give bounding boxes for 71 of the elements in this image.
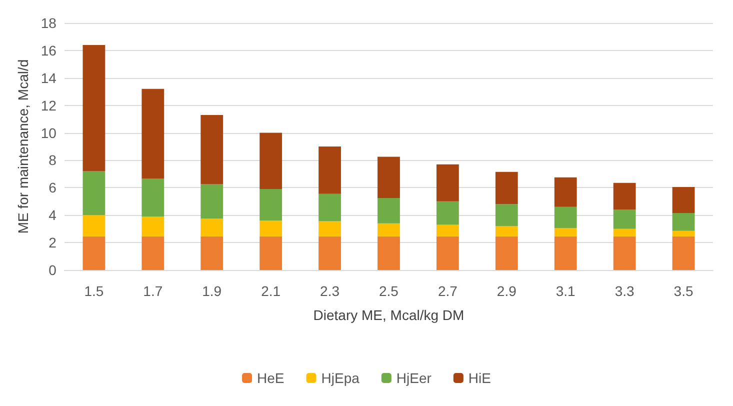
bar — [613, 228, 636, 236]
x-tick-label: 2.3 — [320, 283, 340, 299]
bar — [495, 226, 518, 236]
bar — [672, 230, 695, 236]
x-tick-label: 1.7 — [143, 283, 163, 299]
y-axis-title: ME for maintenance, Mcal/d — [15, 59, 31, 234]
bar — [436, 201, 459, 225]
y-tick-label: 0 — [48, 262, 57, 278]
legend-label: HjEpa — [321, 370, 360, 386]
y-tick-label: 8 — [48, 152, 57, 168]
y-tick-label: 2 — [48, 234, 57, 251]
y-tick-label: 4 — [48, 207, 57, 224]
bar — [436, 224, 459, 236]
bar — [495, 172, 518, 204]
bar — [82, 215, 106, 236]
bar — [82, 236, 106, 270]
bar — [82, 44, 106, 172]
x-axis-title: Dietary ME, Mcal/kg DM — [313, 307, 464, 323]
x-tick-label: 2.1 — [261, 283, 281, 299]
bar — [200, 184, 224, 219]
bar — [200, 236, 224, 270]
bar — [318, 194, 341, 222]
x-tick-label: 3.1 — [556, 283, 576, 299]
x-tick-label: 3.5 — [674, 283, 694, 299]
bar — [495, 236, 518, 270]
bar — [142, 216, 164, 236]
bar — [142, 236, 164, 270]
bar — [260, 189, 282, 221]
bar — [200, 218, 224, 236]
bar — [613, 182, 636, 210]
y-tick-label: 14 — [40, 70, 57, 86]
bar — [260, 132, 282, 190]
y-tick-label: 18 — [40, 15, 57, 31]
x-tick-label: 2.9 — [496, 283, 517, 299]
bar — [200, 114, 224, 184]
y-tick-label: 10 — [40, 124, 57, 141]
bar — [142, 88, 164, 179]
x-tick-label: 1.9 — [202, 283, 222, 299]
y-tick-label: 16 — [40, 42, 57, 58]
x-tick-label: 2.7 — [438, 283, 458, 299]
bar — [260, 236, 282, 270]
bar — [554, 206, 577, 228]
legend-label: HeE — [257, 370, 284, 386]
y-tick-label: 12 — [40, 97, 57, 114]
bar — [436, 236, 459, 270]
bar — [318, 146, 341, 194]
bar — [142, 178, 164, 216]
bar — [554, 236, 577, 270]
bar — [672, 236, 695, 270]
bar — [613, 210, 636, 229]
bar — [378, 198, 400, 224]
bar — [554, 177, 577, 207]
x-tick-label: 1.5 — [84, 283, 104, 299]
bar — [318, 236, 341, 270]
legend-label: HiE — [468, 370, 491, 386]
x-tick-label: 2.5 — [379, 283, 399, 299]
bar — [672, 186, 695, 214]
bar — [554, 228, 577, 236]
bar — [495, 204, 518, 226]
y-tick-label: 6 — [48, 180, 57, 196]
bar — [82, 171, 106, 216]
bar — [613, 236, 636, 270]
bar — [436, 164, 459, 202]
legend-label: HjEer — [396, 370, 432, 386]
bar — [318, 221, 341, 236]
bar — [378, 223, 400, 236]
bar — [672, 213, 695, 231]
x-tick-label: 3.3 — [614, 283, 635, 299]
bar — [260, 220, 282, 236]
bar — [378, 156, 400, 198]
bar — [378, 236, 400, 270]
